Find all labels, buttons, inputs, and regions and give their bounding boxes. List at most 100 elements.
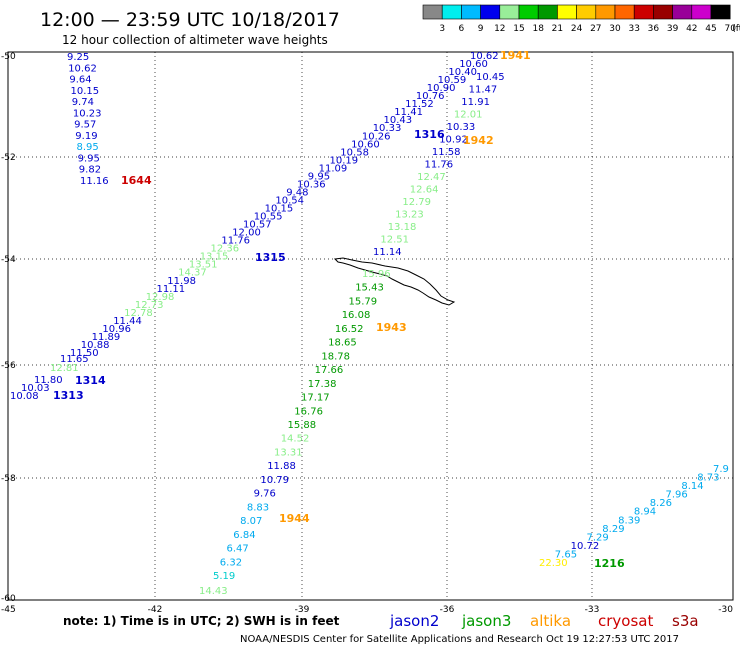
credit-line: NOAA/NESDIS Center for Satellite Applica… <box>240 634 679 645</box>
x-tick-label: -42 <box>148 605 163 615</box>
wave-height-value: 10.55 <box>254 212 283 223</box>
wave-height-value: 10.90 <box>427 83 456 94</box>
wave-height-value: 10.40 <box>448 67 477 78</box>
island-coastline <box>333 257 456 306</box>
x-tick-label: -39 <box>295 605 310 615</box>
wave-height-value: 11.41 <box>394 107 423 118</box>
wave-height-value: 10.54 <box>275 196 304 207</box>
wave-height-value: 15.96 <box>362 269 391 280</box>
wave-height-value: 10.62 <box>68 63 97 74</box>
wave-height-value: 16.08 <box>342 310 371 321</box>
wave-height-value: 9.25 <box>67 52 89 63</box>
wave-height-value: 11.65 <box>60 354 89 365</box>
wave-height-value: 10.79 <box>260 475 289 486</box>
colorbar-label: 6 <box>459 24 465 34</box>
wave-height-value: 10.58 <box>340 147 369 158</box>
wave-height-value: 18.78 <box>321 351 350 362</box>
wave-height-tracks: 9.2510.629.6410.159.7410.239.579.198.959… <box>10 51 729 597</box>
wave-height-value: 14.37 <box>178 268 207 279</box>
wave-height-value: 11.80 <box>34 375 63 386</box>
wave-height-value: 6.32 <box>220 557 242 568</box>
wave-height-value: 10.26 <box>362 131 391 142</box>
wave-height-value: 11.76 <box>425 160 454 171</box>
wave-height-value: 10.45 <box>476 72 505 83</box>
wave-height-value: 9.19 <box>75 131 97 142</box>
wave-height-value: 12.73 <box>135 300 164 311</box>
pass-time-label: 1313 <box>53 389 84 402</box>
legend-item-altika: altika <box>530 612 571 630</box>
wave-height-value: 10.60 <box>351 139 380 150</box>
wave-height-value: 7.96 <box>666 490 688 501</box>
wave-height-value: 10.59 <box>438 75 467 86</box>
colorbar-swatch <box>461 4 481 20</box>
pass-time-label: 1316 <box>414 128 445 141</box>
colorbar-label: 42 <box>686 24 697 34</box>
wave-height-value: 10.60 <box>459 59 488 70</box>
colorbar-label: 30 <box>609 24 621 34</box>
wave-height-value: 12.64 <box>410 185 439 196</box>
wave-height-value: 17.38 <box>308 379 337 390</box>
wave-height-value: 8.94 <box>634 507 656 518</box>
wave-height-value: 8.07 <box>240 516 262 527</box>
wave-height-value: 11.52 <box>405 99 434 110</box>
y-tick-label: -60 <box>1 594 16 604</box>
wave-height-value: 9.95 <box>78 154 100 165</box>
colorbar-label: 15 <box>513 24 524 34</box>
map-frame <box>7 51 734 601</box>
wave-height-value: 12.47 <box>417 172 446 183</box>
page-subtitle: 12 hour collection of altimeter wave hei… <box>62 33 328 47</box>
wave-height-value: 6.84 <box>233 530 255 541</box>
pass-time-label: 1315 <box>255 251 286 264</box>
wave-height-value: 17.17 <box>301 393 330 404</box>
wave-height-value: 10.88 <box>81 340 110 351</box>
pass-time-label: 1314 <box>75 374 106 387</box>
wave-height-value: 8.26 <box>650 498 672 509</box>
pass-time-label: 1216 <box>594 557 625 570</box>
colorbar-swatch <box>691 4 712 20</box>
wave-height-value: 10.62 <box>470 51 499 62</box>
wave-height-value: 12.81 <box>50 363 79 374</box>
wave-height-value: 9.76 <box>254 489 276 500</box>
colorbar-label: 33 <box>628 24 639 34</box>
page-title: 12:00 — 23:59 UTC 10/18/2017 <box>40 9 340 31</box>
wave-height-value: 12.98 <box>146 292 175 303</box>
wave-height-value: 14.43 <box>199 586 228 597</box>
pass-time-label: 1944 <box>279 512 310 525</box>
pass-time-label: 1644 <box>121 174 152 187</box>
wave-height-value: 12.36 <box>211 244 240 255</box>
x-tick-label: -30 <box>718 605 733 615</box>
wave-height-value: 10.92 <box>439 135 468 146</box>
colorbar-label: 18 <box>532 24 544 34</box>
legend-item-jason3: jason3 <box>461 612 511 630</box>
wave-height-value: 12.78 <box>124 308 153 319</box>
wave-height-value: 9.95 <box>308 171 330 182</box>
x-tick-label: -33 <box>585 605 600 615</box>
colorbar-swatch <box>441 4 462 20</box>
footnote: note: 1) Time is in UTC; 2) SWH is in fe… <box>63 614 340 628</box>
wave-height-value: 10.33 <box>373 123 402 134</box>
colorbar-label: 24 <box>571 24 583 34</box>
wave-height-value: 10.76 <box>416 91 445 102</box>
wave-height-value: 11.11 <box>157 284 186 295</box>
colorbar-swatch <box>710 4 731 20</box>
colorbar-swatch <box>633 4 654 20</box>
wave-height-value: 10.36 <box>297 179 326 190</box>
wave-height-value: 13.15 <box>200 252 229 263</box>
colorbar-swatch <box>557 4 577 20</box>
wave-height-value: 22.30 <box>539 558 568 569</box>
wave-height-value: 10.72 <box>571 541 600 552</box>
wave-height-value: 10.96 <box>102 324 131 335</box>
wave-height-value: 7.29 <box>587 532 609 543</box>
colorbar-label: 45 <box>705 24 716 34</box>
wave-height-value: 11.44 <box>113 316 142 327</box>
wave-height-value: 15.88 <box>288 420 317 431</box>
wave-height-value: 13.31 <box>274 448 303 459</box>
wave-height-value: 8.14 <box>681 481 703 492</box>
wave-height-value: 10.43 <box>384 115 413 126</box>
colorbar-label: (ft) <box>732 24 740 34</box>
y-tick-label: -52 <box>1 153 16 163</box>
wave-height-value: 7.9 <box>713 464 729 475</box>
wave-height-value: 11.58 <box>432 147 461 158</box>
wave-height-value: 13.18 <box>388 222 417 233</box>
